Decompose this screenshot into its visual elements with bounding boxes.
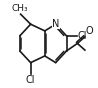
Text: Cl: Cl (26, 75, 35, 85)
Text: N: N (52, 19, 59, 29)
Text: Cl: Cl (77, 31, 87, 41)
Text: CH₃: CH₃ (11, 4, 28, 13)
Text: O: O (86, 26, 93, 36)
